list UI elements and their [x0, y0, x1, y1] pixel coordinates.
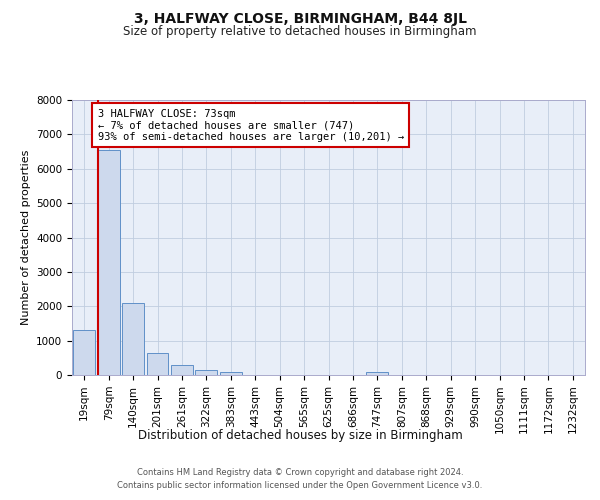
Text: Contains HM Land Registry data © Crown copyright and database right 2024.: Contains HM Land Registry data © Crown c… [137, 468, 463, 477]
Text: Size of property relative to detached houses in Birmingham: Size of property relative to detached ho… [123, 25, 477, 38]
Bar [73, 330, 95, 375]
Bar [146, 352, 169, 375]
Bar [220, 372, 242, 375]
Bar [122, 303, 144, 375]
Text: Distribution of detached houses by size in Birmingham: Distribution of detached houses by size … [137, 428, 463, 442]
Text: 3 HALFWAY CLOSE: 73sqm
← 7% of detached houses are smaller (747)
93% of semi-det: 3 HALFWAY CLOSE: 73sqm ← 7% of detached … [98, 108, 404, 142]
Text: 3, HALFWAY CLOSE, BIRMINGHAM, B44 8JL: 3, HALFWAY CLOSE, BIRMINGHAM, B44 8JL [133, 12, 467, 26]
Bar [196, 370, 217, 375]
Y-axis label: Number of detached properties: Number of detached properties [20, 150, 31, 325]
Bar [98, 150, 119, 375]
Bar [367, 372, 388, 375]
Bar [171, 366, 193, 375]
Text: Contains public sector information licensed under the Open Government Licence v3: Contains public sector information licen… [118, 480, 482, 490]
